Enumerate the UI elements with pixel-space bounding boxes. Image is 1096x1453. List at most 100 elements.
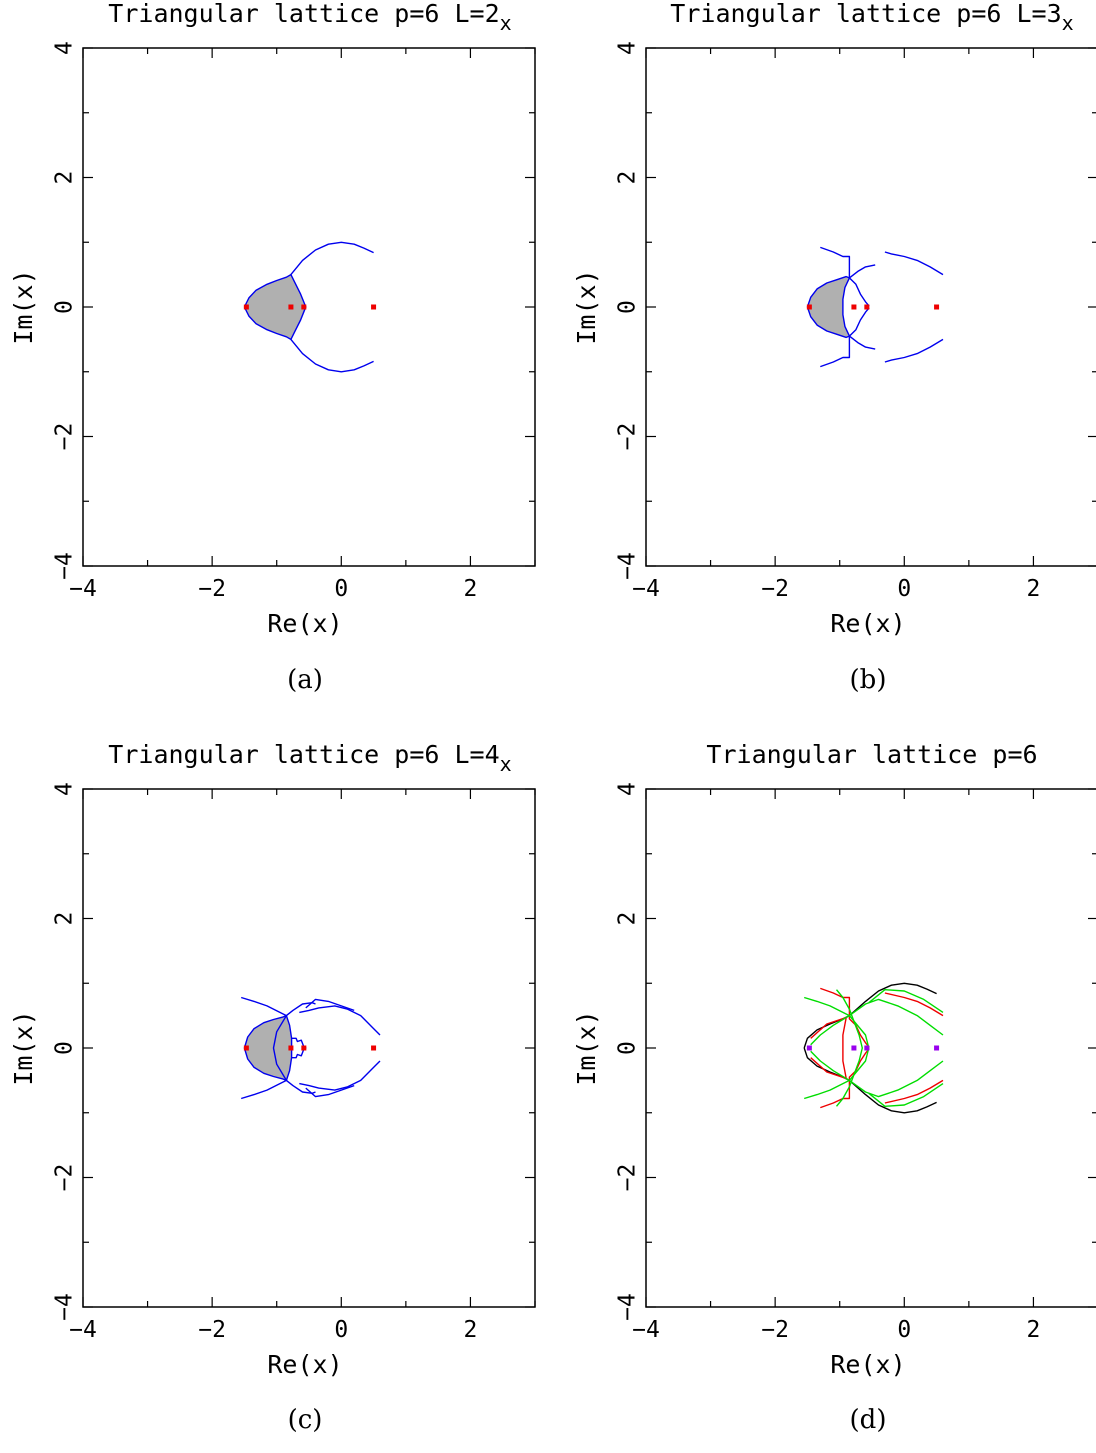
y-tick-label: 0 [615,300,641,314]
plot-frame [645,788,1096,1308]
y-tick-label: 4 [52,782,78,796]
chart-title: Triangular lattice p=6 L=2x [108,0,511,35]
x-tick-label: −2 [761,576,789,602]
x-axis-label: Re(x) [267,609,342,638]
panel-caption: (c) [288,1405,323,1435]
curve-9 [810,1050,944,1098]
curve-1 [806,275,851,339]
data-point-4 [934,1045,940,1051]
panel-caption: (a) [287,665,323,695]
plot-area [806,246,944,368]
x-tick-label: −4 [69,1317,97,1343]
y-tick-label: 0 [52,300,78,314]
x-tick-label: 2 [463,576,477,602]
curve-2 [803,1047,937,1114]
data-point-1 [243,1045,249,1051]
y-tick-label: 2 [52,171,78,185]
y-tick-label: −2 [615,1164,641,1192]
curve-6 [299,1005,381,1036]
chart-panel-3: Triangular lattice p=6 L=4x −4 −2 0 2 −4 −2 0 2 4… [9,740,536,1435]
y-tick-label: −2 [615,423,641,451]
y-axis-label: Im(x) [572,1010,601,1085]
curve-2 [290,241,374,276]
curve-3 [290,338,374,373]
x-tick-label: −2 [198,1317,226,1343]
curve-3 [848,264,876,279]
x-tick-label: −2 [198,576,226,602]
curve-5 [884,992,944,1017]
x-axis-label: Re(x) [830,1350,905,1379]
curve-6 [884,1079,944,1104]
data-point-3 [864,1045,870,1051]
y-axis-label: Im(x) [9,269,38,344]
chart-title-text: Triangular lattice p=6 L=2 [108,0,499,28]
plot-area [803,982,944,1114]
y-tick-label: −4 [52,552,78,580]
curve-4 [848,335,876,350]
data-point-1 [243,304,249,310]
panel-caption: (b) [850,665,887,695]
data-point-2 [851,304,857,310]
data-point-2 [288,1045,294,1051]
y-tick-label: 4 [615,782,641,796]
y-tick-label: 2 [615,171,641,185]
y-tick-label: −4 [52,1293,78,1321]
curve-12 [868,1083,944,1107]
curve-7 [299,1060,381,1091]
chart-title-subscript: x [500,11,512,35]
y-tick-label: 2 [615,912,641,926]
curve-8 [810,998,944,1046]
x-tick-label: 2 [1026,576,1040,602]
y-tick-label: 0 [615,1041,641,1055]
curve-10 [835,989,863,1107]
chart-title-text: Triangular lattice p=6 L=3 [670,0,1061,28]
chart-title-subscript: x [1062,11,1074,35]
panel-caption: (d) [850,1405,887,1435]
chart-title-subscript: x [500,752,512,776]
shaded-region-1 [244,274,306,340]
chart-panel-2: Triangular lattice p=6 L=3x −4 −2 0 2 −4 −2 0 2 4… [572,0,1096,695]
plot-frame [82,788,536,1308]
x-tick-label: 0 [334,576,348,602]
data-point-2 [288,304,294,310]
chart-title: Triangular lattice p=6 L=3x [670,0,1073,35]
x-tick-label: 0 [897,1317,911,1343]
y-tick-label: 0 [52,1041,78,1055]
curve-8 [305,998,355,1012]
y-axis-label: Im(x) [572,269,601,344]
chart-panel-4: Triangular lattice p=6 −4 −2 0 2 −4 −2 0 2 4 Re(x)… [572,740,1096,1435]
y-tick-label: −4 [615,1293,641,1321]
x-tick-label: −4 [632,576,660,602]
x-axis-label: Re(x) [830,609,905,638]
data-point-3 [864,304,870,310]
curve-7 [803,996,870,1100]
data-point-2 [851,1045,857,1051]
curve-4 [285,1079,316,1094]
curve-2 [240,996,288,1100]
plot-frame [645,47,1096,567]
curve-6 [884,338,944,363]
curve-3 [285,1002,316,1017]
data-point-1 [806,304,812,310]
curve-1 [803,982,937,1049]
plot-area [240,996,381,1100]
data-point-4 [371,304,377,310]
data-point-4 [371,1045,377,1051]
y-tick-label: −2 [52,1164,78,1192]
curve-5 [884,251,944,276]
x-tick-label: −4 [632,1317,660,1343]
x-tick-label: 2 [463,1317,477,1343]
x-tick-label: 0 [897,576,911,602]
y-tick-label: 4 [52,41,78,55]
x-tick-label: 0 [334,1317,348,1343]
x-tick-label: −2 [761,1317,789,1343]
chart-panel-1: Triangular lattice p=6 L=2x −4 −2 0 2 −4 −2 0 2 4… [9,0,536,695]
y-tick-label: −4 [615,552,641,580]
chart-title-text: Triangular lattice p=6 L=4 [108,740,499,769]
shaded-region-1 [807,276,850,338]
curve-4 [810,1016,847,1080]
plot-area [243,241,377,373]
shaded-region-1 [244,1015,292,1081]
plot-frame [82,47,536,567]
